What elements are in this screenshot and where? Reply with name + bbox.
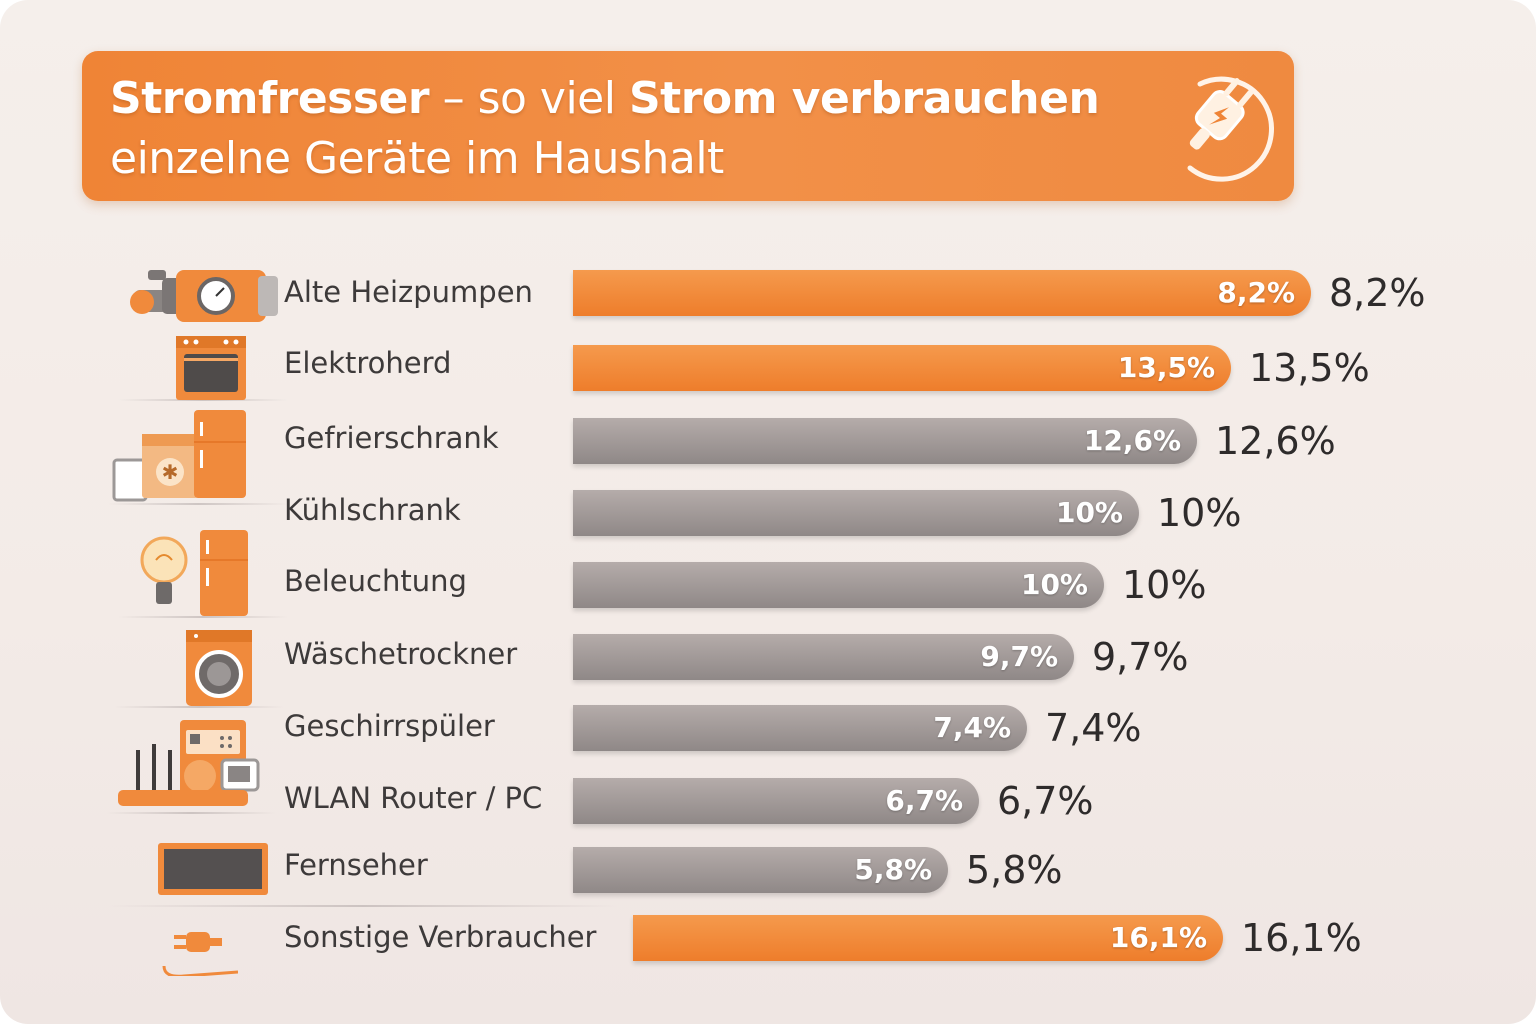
category-label: Fernseher xyxy=(284,848,428,882)
dishwasher-icon xyxy=(108,720,268,820)
bar-value-label: 9,7% xyxy=(980,640,1058,673)
value-label: 10% xyxy=(1157,491,1242,535)
bar: 13,5% xyxy=(573,345,1231,391)
category-label: Geschirrspüler xyxy=(284,709,495,743)
tv-icon xyxy=(156,841,270,899)
plug-badge-icon xyxy=(1160,58,1290,188)
value-label: 13,5% xyxy=(1249,346,1370,390)
category-label: Alte Heizpumpen xyxy=(284,275,533,309)
category-label: Wäschetrockner xyxy=(284,637,518,671)
row-divider xyxy=(118,616,288,618)
value-label: 10% xyxy=(1122,563,1207,607)
heat-pump-icon xyxy=(118,262,278,332)
bar: 8,2% xyxy=(573,270,1311,316)
value-label: 5,8% xyxy=(966,848,1063,892)
bar: 12,6% xyxy=(573,418,1197,464)
bar: 6,7% xyxy=(573,778,979,824)
bar: 5,8% xyxy=(573,847,948,893)
bar-value-label: 16,1% xyxy=(1109,921,1207,954)
title-sep: – so viel xyxy=(429,73,629,124)
category-label: Beleuchtung xyxy=(284,564,467,598)
bar: 10% xyxy=(573,490,1139,536)
row-divider xyxy=(106,812,276,814)
plug-icon xyxy=(158,916,238,976)
page-title: Stromfresser – so viel Strom verbrauchen… xyxy=(110,69,1150,189)
title-bold-1: Stromfresser xyxy=(110,73,430,124)
svg-text:✱: ✱ xyxy=(162,460,179,484)
header-banner: Stromfresser – so viel Strom verbrauchen… xyxy=(82,51,1294,201)
row-divider xyxy=(118,399,288,401)
bar-value-label: 10% xyxy=(1020,568,1088,601)
value-label: 12,6% xyxy=(1215,419,1336,463)
title-line2: einzelne Geräte im Haushalt xyxy=(110,133,724,184)
value-label: 16,1% xyxy=(1241,916,1362,960)
bar: 7,4% xyxy=(573,705,1027,751)
bar-value-label: 8,2% xyxy=(1217,276,1295,309)
dryer-icon xyxy=(184,628,254,708)
bar-value-label: 10% xyxy=(1055,496,1123,529)
bar: 9,7% xyxy=(573,634,1074,680)
bar-value-label: 12,6% xyxy=(1083,424,1181,457)
title-bold-2: Strom verbrauchen xyxy=(628,73,1100,124)
row-divider xyxy=(108,503,288,505)
bar-value-label: 7,4% xyxy=(933,711,1011,744)
bar-value-label: 6,7% xyxy=(885,784,963,817)
bar: 10% xyxy=(573,562,1104,608)
stove-icon xyxy=(174,336,248,400)
category-label: Gefrierschrank xyxy=(284,421,499,455)
bar-value-label: 5,8% xyxy=(854,853,932,886)
value-label: 9,7% xyxy=(1092,635,1189,679)
row-divider xyxy=(108,905,618,907)
category-label: WLAN Router / PC xyxy=(284,781,543,815)
row-divider xyxy=(114,706,284,708)
category-label: Elektroherd xyxy=(284,346,452,380)
light-bulb-icon xyxy=(134,530,254,620)
value-label: 7,4% xyxy=(1045,706,1142,750)
category-label: Sonstige Verbraucher xyxy=(284,920,597,954)
freezer-icon: ✱ xyxy=(108,410,258,506)
category-label: Kühlschrank xyxy=(284,493,461,527)
bar: 16,1% xyxy=(633,915,1223,961)
bar-value-label: 13,5% xyxy=(1117,351,1215,384)
value-label: 8,2% xyxy=(1329,271,1426,315)
value-label: 6,7% xyxy=(997,779,1094,823)
